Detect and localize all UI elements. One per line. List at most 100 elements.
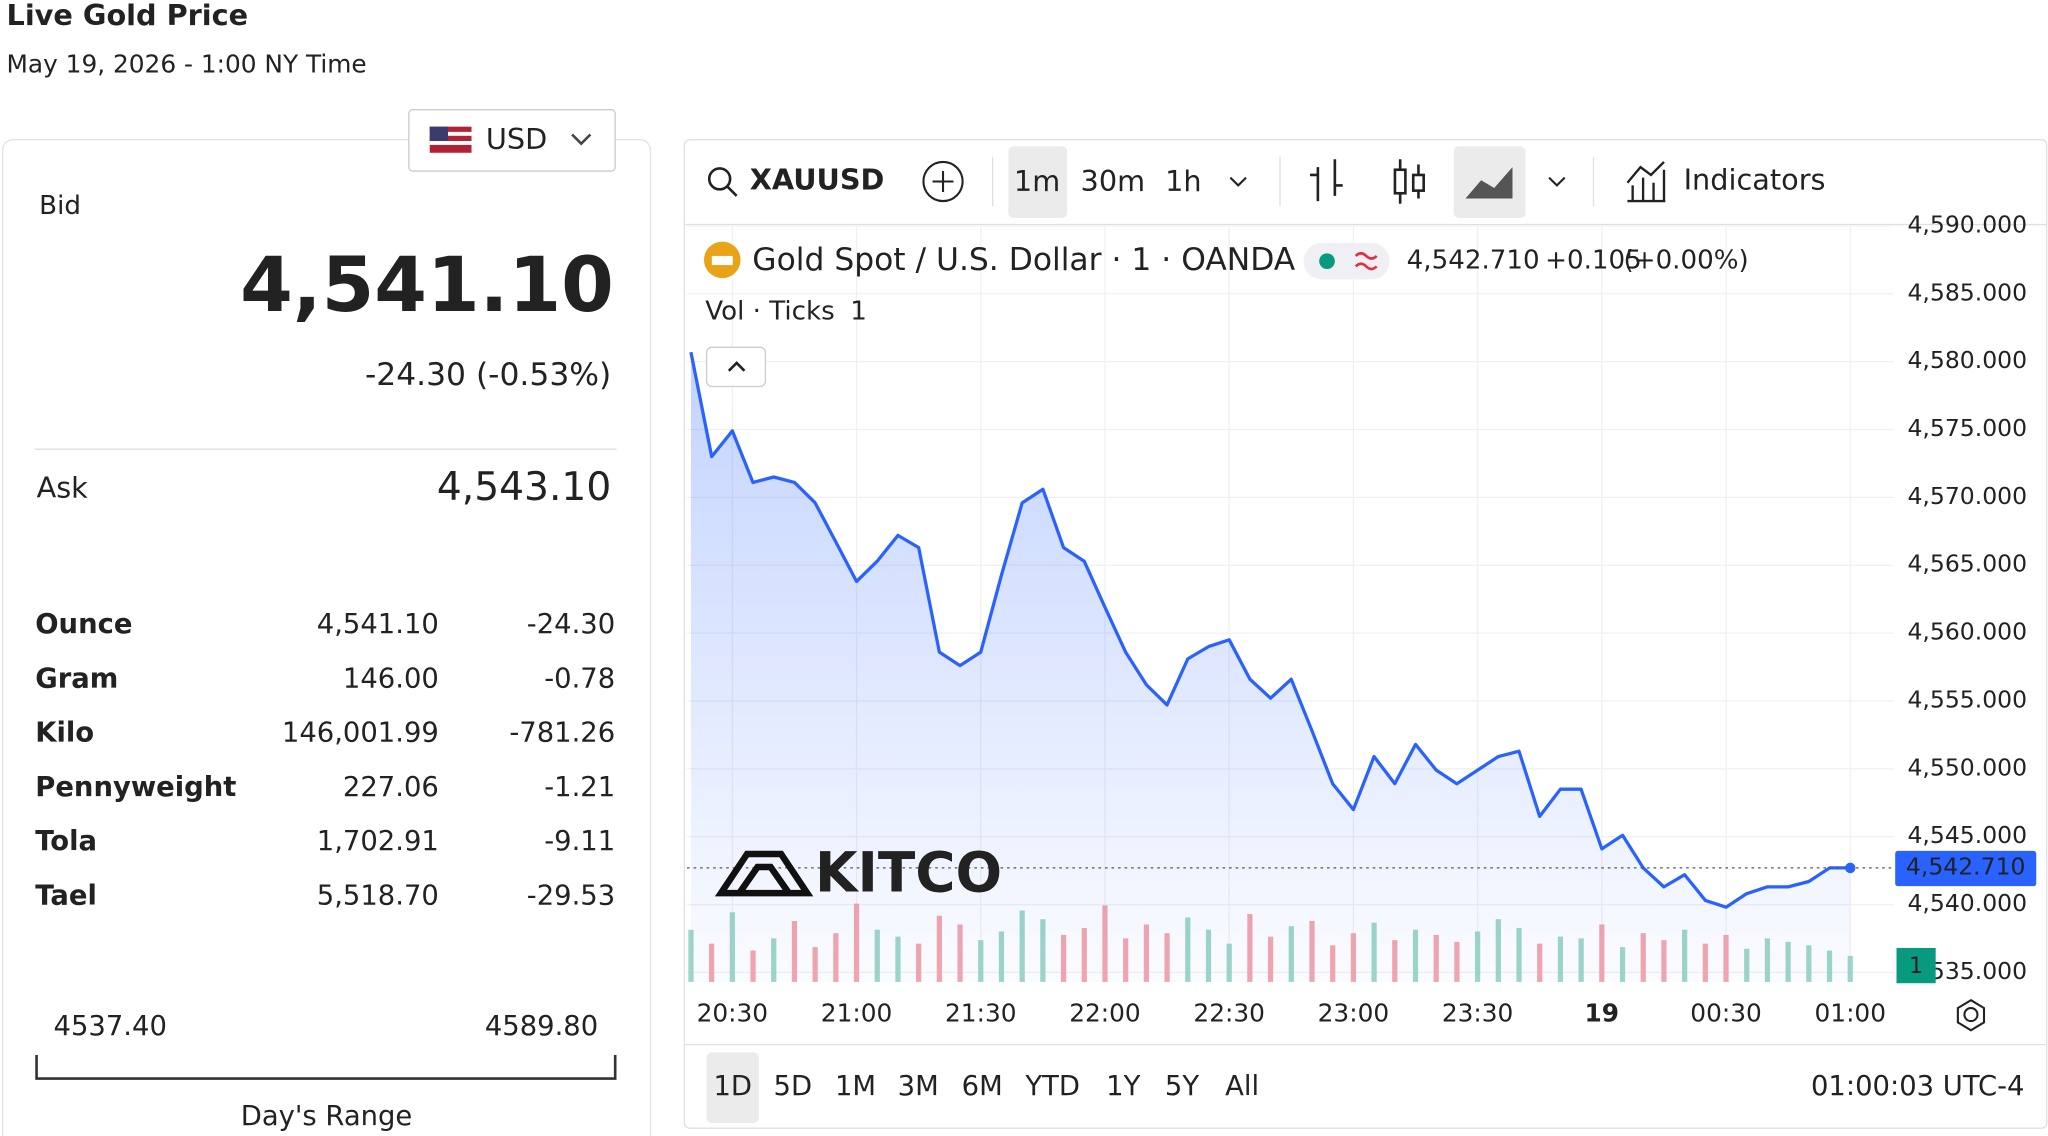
range-button[interactable]: 1Y bbox=[1106, 1071, 1140, 1102]
y-tick-label: 4,575.000 bbox=[1907, 414, 2027, 442]
symbol-logo-bar bbox=[711, 255, 733, 266]
chevron[interactable] bbox=[1548, 176, 1566, 187]
candle-body bbox=[1411, 173, 1425, 192]
bar-style-icon[interactable] bbox=[1310, 159, 1343, 202]
collapse-button[interactable] bbox=[705, 346, 767, 388]
row-change: -24.30 bbox=[527, 609, 615, 640]
bid-label: Bid bbox=[39, 191, 81, 221]
chevron bbox=[571, 133, 592, 146]
row-price: 4,541.10 bbox=[317, 609, 439, 640]
range-button[interactable]: YTD bbox=[1024, 1071, 1080, 1102]
range-button[interactable]: 5Y bbox=[1165, 1071, 1199, 1102]
row-price: 146.00 bbox=[343, 663, 439, 694]
x-tick-label: 23:00 bbox=[1318, 999, 1389, 1028]
x-tick-label: 19 bbox=[1585, 999, 1620, 1028]
x-tick-label: 00:30 bbox=[1690, 999, 1761, 1028]
ask-label: Ask bbox=[37, 471, 89, 505]
compare-button[interactable] bbox=[922, 160, 964, 203]
row-change: -9.11 bbox=[544, 826, 615, 857]
area-style-selected[interactable] bbox=[1453, 146, 1526, 219]
range-high: 4589.80 bbox=[485, 1011, 598, 1042]
last-price-dot bbox=[1845, 862, 1856, 874]
range-button[interactable]: 1M bbox=[835, 1071, 876, 1102]
status-pill bbox=[1303, 242, 1390, 280]
search-icon-handle bbox=[726, 185, 738, 197]
plus-icon bbox=[932, 171, 954, 192]
row-name: Kilo bbox=[35, 718, 94, 749]
legend-title: Gold Spot / U.S. Dollar · 1 · OANDA bbox=[752, 242, 1295, 278]
toolbar: XAUUSD 1m 30m 1h Indicators bbox=[707, 146, 1826, 219]
plot: 4,535.0004,540.0004,545.0004,550.0004,55… bbox=[687, 210, 2037, 1028]
range-button[interactable]: 5D bbox=[774, 1071, 813, 1102]
bottom-bar: 01:00:03 UTC-4 1D 5D 1M 3M 6M YTD 1Y 5Y All bbox=[706, 1052, 2024, 1123]
row-name: Ounce bbox=[35, 609, 132, 640]
watermark-text: KITCO bbox=[815, 840, 1002, 904]
range-button[interactable]: 6M bbox=[962, 1071, 1003, 1102]
row-name: Pennyweight bbox=[35, 772, 236, 803]
row-price: 1,702.91 bbox=[317, 826, 439, 857]
x-tick-label: 21:30 bbox=[945, 999, 1016, 1028]
row-name: Tola bbox=[35, 826, 97, 857]
price-area bbox=[690, 352, 1851, 982]
y-tick-label: 4,585.000 bbox=[1907, 278, 2027, 306]
price-card bbox=[1, 139, 652, 1136]
row-price: 146,001.99 bbox=[282, 718, 439, 749]
x-tick-label: 22:30 bbox=[1193, 999, 1264, 1028]
status-icon bbox=[1354, 252, 1378, 271]
chevron[interactable] bbox=[1229, 176, 1247, 187]
currency-box[interactable] bbox=[408, 109, 616, 172]
y-tick-label: 4,560.000 bbox=[1907, 618, 2027, 646]
row-change: -29.53 bbox=[527, 881, 615, 912]
y-tick-label: 4,550.000 bbox=[1907, 753, 2027, 781]
settings-icon-outline bbox=[1956, 998, 1986, 1032]
candle-body bbox=[1393, 168, 1407, 195]
ask-price: 4,543.10 bbox=[437, 465, 611, 510]
page-subtitle: May 19, 2026 - 1:00 NY Time bbox=[7, 49, 367, 78]
indicators-icon[interactable] bbox=[1626, 161, 1666, 203]
status-dot bbox=[1319, 253, 1335, 269]
price-label: 4,542.710 bbox=[1906, 852, 2026, 880]
currency-select[interactable]: USD bbox=[408, 109, 616, 172]
flag-stripe bbox=[429, 131, 472, 136]
row-change: -0.78 bbox=[544, 663, 615, 694]
volume-value: 1 bbox=[850, 297, 867, 327]
x-tick-label: 21:00 bbox=[821, 999, 892, 1028]
y-tick-label: 4,540.000 bbox=[1907, 889, 2027, 917]
bid-price: 4,541.10 bbox=[240, 241, 614, 329]
interval-button[interactable]: 30m bbox=[1081, 164, 1146, 198]
legend-price: 4,542.710 bbox=[1407, 246, 1540, 276]
y-tick-label: 4,570.000 bbox=[1907, 482, 2027, 510]
y-tick-label: 4,545.000 bbox=[1907, 821, 2027, 849]
chart-card bbox=[683, 139, 2048, 1129]
range-low: 4537.40 bbox=[54, 1011, 167, 1042]
intervals: 1m 30m 1h bbox=[1014, 164, 1202, 198]
row-change: -781.26 bbox=[509, 718, 615, 749]
range-button[interactable]: All bbox=[1225, 1071, 1259, 1102]
x-tick-label: 01:00 bbox=[1815, 999, 1886, 1028]
row-price: 5,518.70 bbox=[317, 881, 439, 912]
range-bracket bbox=[35, 1055, 617, 1080]
flag-stripe bbox=[429, 141, 472, 145]
settings-icon[interactable] bbox=[1963, 1006, 1979, 1023]
y-tick-label: 4,565.000 bbox=[1907, 550, 2027, 578]
interval-button[interactable]: 1h bbox=[1165, 164, 1201, 198]
bid-change: -24.30 (-0.53%) bbox=[365, 357, 611, 393]
x-tick-label: 20:30 bbox=[697, 999, 768, 1028]
watermark: KITCO bbox=[714, 840, 1002, 904]
price-line bbox=[689, 351, 1851, 909]
symbol[interactable]: XAUUSD bbox=[750, 163, 885, 197]
y-tick-label: 4,555.000 bbox=[1907, 685, 2027, 713]
legend-change: +0.105 bbox=[1545, 246, 1642, 276]
search-icon[interactable] bbox=[707, 167, 732, 191]
range-button[interactable]: 3M bbox=[898, 1071, 939, 1102]
range-button[interactable]: 1D bbox=[713, 1071, 752, 1102]
page-title: Live Gold Price bbox=[7, 0, 249, 32]
row-price: 227.06 bbox=[343, 772, 439, 803]
row-change: -1.21 bbox=[544, 772, 615, 803]
plot-area bbox=[687, 225, 1894, 982]
indicators-button[interactable]: Indicators bbox=[1684, 163, 1826, 197]
volume-badge-text: 1 bbox=[1909, 953, 1923, 979]
currency-label[interactable]: USD bbox=[486, 122, 547, 156]
interval-button[interactable]: 1m bbox=[1014, 164, 1060, 198]
